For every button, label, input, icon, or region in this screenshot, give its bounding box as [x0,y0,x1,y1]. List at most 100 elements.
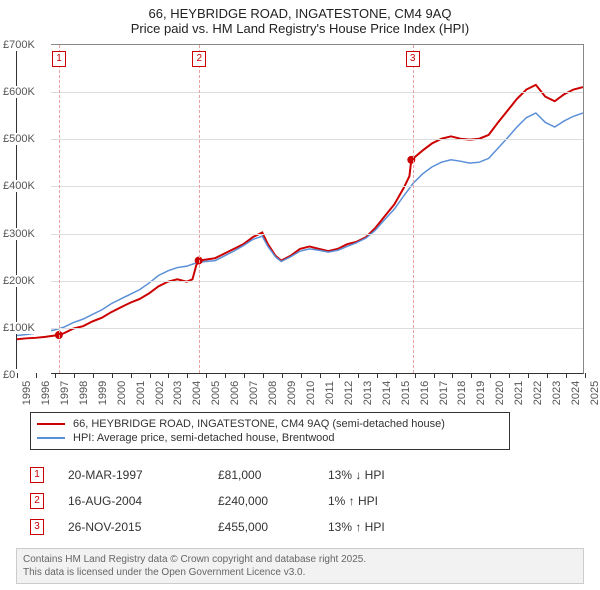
x-tick [131,373,132,378]
footer-attribution: Contains HM Land Registry data © Crown c… [16,548,584,584]
x-axis-label: 2003 [172,381,184,405]
x-tick [528,373,529,378]
legend-swatch [37,437,65,439]
sale-row: 216-AUG-2004£240,0001% ↑ HPI [30,488,570,514]
sale-event-line [199,45,200,373]
title-line-2: Price paid vs. HM Land Registry's House … [0,21,600,36]
x-tick [263,373,264,378]
x-tick [93,373,94,378]
x-tick [396,373,397,378]
sale-date: 26-NOV-2015 [68,520,218,534]
series-line-price_paid [17,85,583,339]
x-axis-label: 2014 [381,381,393,405]
y-axis-label: £400K [1,180,51,192]
x-axis-label: 2025 [589,381,600,405]
x-tick [150,373,151,378]
x-axis-label: 2006 [229,381,241,405]
x-tick [415,373,416,378]
sale-date: 20-MAR-1997 [68,468,218,482]
footer-line-2: This data is licensed under the Open Gov… [23,566,577,579]
legend-row: HPI: Average price, semi-detached house,… [37,431,503,445]
sale-price: £455,000 [218,520,328,534]
x-axis-label: 2018 [456,381,468,405]
x-tick [36,373,37,378]
sale-event-line [413,45,414,373]
sale-date: 16-AUG-2004 [68,494,218,508]
x-axis-label: 1995 [21,381,33,405]
y-axis-label: £0 [1,369,51,381]
x-tick [339,373,340,378]
x-axis-label: 2021 [513,381,525,405]
chart-plot-area: £0£100K£200K£300K£400K£500K£600K£700K199… [16,44,584,374]
x-tick [225,373,226,378]
legend-row: 66, HEYBRIDGE ROAD, INGATESTONE, CM4 9AQ… [37,417,503,431]
legend-label: HPI: Average price, semi-detached house,… [73,432,335,444]
x-tick [55,373,56,378]
sale-event-marker: 1 [52,51,66,67]
legend-box: 66, HEYBRIDGE ROAD, INGATESTONE, CM4 9AQ… [30,412,510,450]
x-axis-label: 2001 [135,381,147,405]
title-block: 66, HEYBRIDGE ROAD, INGATESTONE, CM4 9AQ… [0,0,600,36]
x-tick [358,373,359,378]
sale-price: £240,000 [218,494,328,508]
x-tick [547,373,548,378]
x-tick [282,373,283,378]
y-axis-label: £300K [1,228,51,240]
x-axis-label: 2022 [532,381,544,405]
x-axis-label: 2015 [400,381,412,405]
sale-event-line [59,45,60,373]
x-axis-label: 2002 [154,381,166,405]
sale-point-marker [407,156,415,164]
x-axis-label: 2008 [267,381,279,405]
x-axis-label: 2013 [362,381,374,405]
x-axis-label: 2012 [343,381,355,405]
chart-container: 66, HEYBRIDGE ROAD, INGATESTONE, CM4 9AQ… [0,0,600,590]
sale-delta-vs-hpi: 1% ↑ HPI [328,494,448,508]
footer-line-1: Contains HM Land Registry data © Crown c… [23,553,577,566]
sale-row-marker: 3 [30,519,44,535]
x-axis-label: 2010 [305,381,317,405]
series-line-hpi [17,113,583,336]
x-axis-label: 1999 [97,381,109,405]
x-tick [168,373,169,378]
sales-table: 1 20-MAR-1997£81,00013% ↓ HPI 216-AUG-2004… [30,462,570,540]
x-tick [187,373,188,378]
x-axis-label: 2019 [475,381,487,405]
x-tick [17,373,18,378]
x-tick [206,373,207,378]
gridline-h [17,139,583,140]
sale-delta-vs-hpi: 13% ↓ HPI [328,468,448,482]
sale-row-marker: 1 [30,467,44,483]
x-tick [452,373,453,378]
y-axis-label: £500K [1,133,51,145]
x-tick [490,373,491,378]
x-axis-label: 1996 [40,381,52,405]
gridline-h [17,186,583,187]
y-axis-label: £100K [1,322,51,334]
x-axis-label: 1998 [78,381,90,405]
x-axis-label: 2000 [116,381,128,405]
x-axis-label: 2017 [438,381,450,405]
x-axis-label: 2024 [570,381,582,405]
gridline-h [17,234,583,235]
x-tick [244,373,245,378]
x-axis-label: 2016 [419,381,431,405]
sale-row: 3 26-NOV-2015£455,00013% ↑ HPI [30,514,570,540]
x-tick [301,373,302,378]
x-tick [434,373,435,378]
sale-row: 1 20-MAR-1997£81,00013% ↓ HPI [30,462,570,488]
x-axis-label: 2007 [248,381,260,405]
x-axis-label: 2009 [286,381,298,405]
sale-price: £81,000 [218,468,328,482]
x-tick [585,373,586,378]
y-axis-label: £200K [1,275,51,287]
title-line-1: 66, HEYBRIDGE ROAD, INGATESTONE, CM4 9AQ [0,6,600,21]
x-axis-label: 1997 [59,381,71,405]
x-tick [566,373,567,378]
x-tick [471,373,472,378]
x-tick [112,373,113,378]
x-axis-label: 2020 [494,381,506,405]
gridline-h [17,281,583,282]
legend-swatch [37,423,65,425]
sale-delta-vs-hpi: 13% ↑ HPI [328,520,448,534]
